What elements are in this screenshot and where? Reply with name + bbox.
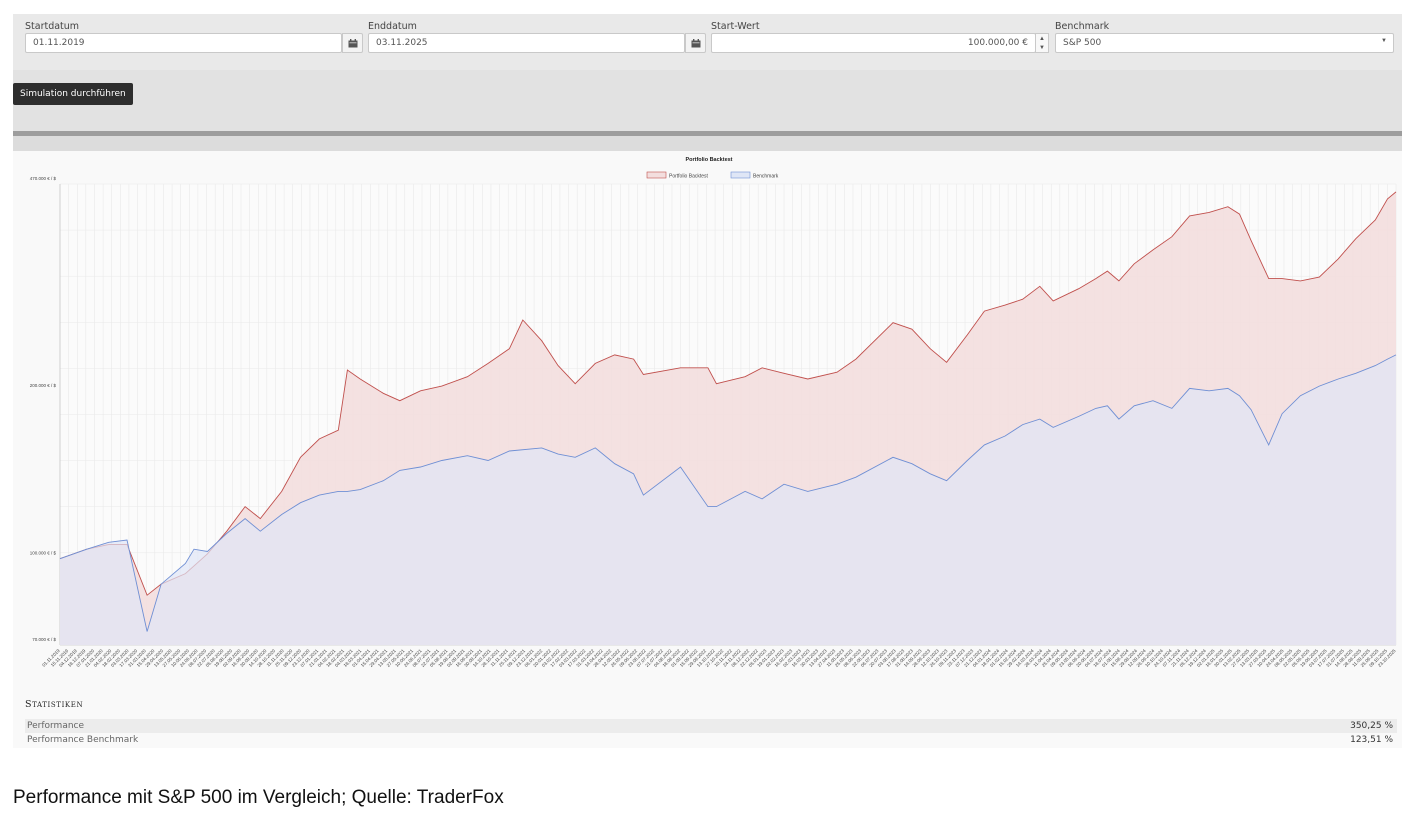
legend-swatch-0 xyxy=(646,171,667,179)
series-line-1 xyxy=(59,354,1397,632)
stat-label: Performance xyxy=(27,721,85,731)
chart-panel: Portfolio Backtest Portfolio Backtest Ben… xyxy=(13,151,1402,748)
calendar-icon xyxy=(691,39,701,48)
start-date-calendar-button[interactable] xyxy=(342,33,363,53)
divider xyxy=(13,136,1402,151)
stat-row-performance: Performance 350,25 % xyxy=(25,719,1397,733)
end-date-calendar-button[interactable] xyxy=(685,33,706,53)
divider xyxy=(13,131,1402,136)
legend-label-1: Benchmark xyxy=(753,174,779,180)
backtest-chart: Portfolio Backtest Portfolio Backtest Ben… xyxy=(30,157,1397,668)
action-panel: Simulation durchführen xyxy=(13,70,1402,132)
chevron-down-icon[interactable]: ▼ xyxy=(1381,38,1387,44)
start-value-label: Start-Wert xyxy=(711,21,760,32)
end-date-input[interactable]: 03.11.2025 xyxy=(368,33,685,53)
series-area-1 xyxy=(60,354,1396,645)
y-axis: 470.000 € / $ 200.000 € / $ 100.000 € / $ 7… xyxy=(30,176,57,642)
statistics-title: Statistiken xyxy=(25,699,84,710)
legend-swatch-1 xyxy=(730,171,751,179)
start-date-input[interactable]: 01.11.2019 xyxy=(25,33,342,53)
run-simulation-button[interactable]: Simulation durchführen xyxy=(13,83,133,105)
chart-series xyxy=(59,191,1397,645)
stat-label: Performance Benchmark xyxy=(27,735,139,745)
y-tick-label: 70.000 € / $ xyxy=(32,637,56,642)
end-date-label: Enddatum xyxy=(368,21,417,32)
start-value-input[interactable]: 100.000,00 € xyxy=(711,33,1036,53)
legend-label-0: Portfolio Backtest xyxy=(669,174,709,180)
y-tick-label: 200.000 € / $ xyxy=(30,383,57,388)
y-tick-label: 100.000 € / $ xyxy=(30,551,57,556)
figure-caption: Performance mit S&P 500 im Vergleich; Qu… xyxy=(13,787,504,808)
benchmark-label: Benchmark xyxy=(1055,21,1110,32)
y-tick-label: 470.000 € / $ xyxy=(30,176,57,181)
spinner-down-icon[interactable]: ▼ xyxy=(1039,45,1045,51)
chart-legend: Portfolio Backtest Benchmark xyxy=(646,171,779,180)
stat-row-performance-benchmark: Performance Benchmark 123,51 % xyxy=(25,733,1397,747)
stat-value: 123,51 % xyxy=(1350,735,1393,745)
series-line-0 xyxy=(59,191,1397,596)
stat-value: 350,25 % xyxy=(1350,721,1393,731)
start-date-label: Startdatum xyxy=(25,21,80,32)
spinner-up-icon[interactable]: ▲ xyxy=(1039,36,1045,42)
chart-title: Portfolio Backtest xyxy=(685,157,732,163)
form-panel: Startdatum 01.11.2019 Enddatum 03.11.202… xyxy=(13,14,1402,70)
calendar-icon xyxy=(348,39,358,48)
x-axis: 01.11.201915.11.201904.12.201918.12.2019… xyxy=(41,648,1397,668)
start-value-spinner[interactable]: ▲ ▼ xyxy=(1035,33,1049,53)
benchmark-select[interactable]: S&P 500 xyxy=(1055,33,1394,53)
